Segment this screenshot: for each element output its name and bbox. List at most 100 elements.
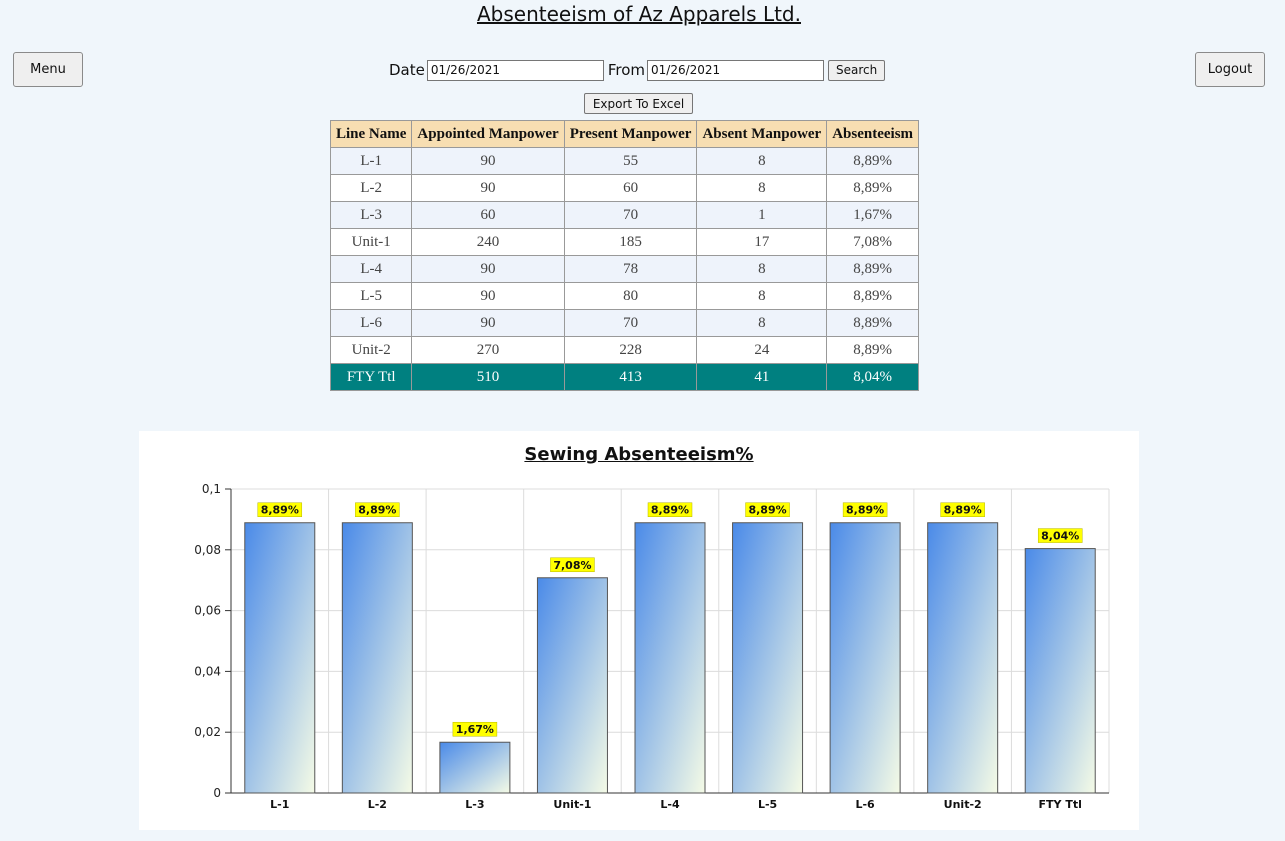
x-tick-label: L-2 <box>368 798 387 811</box>
table-row: L-1 90 55 8 8,89% <box>329 147 920 175</box>
table-cell: 90 <box>411 147 565 175</box>
data-label-bg <box>452 721 498 737</box>
table-row: L-5 90 80 8 8,89% <box>329 282 920 310</box>
data-label-bg <box>842 502 888 517</box>
page-title: Absenteeism of Az Apparels Ltd. <box>476 2 801 26</box>
absenteeism-bar-chart: 0 0,02 0,04 0,06 0,08 0,1 8,89% L-1 8,89% L-2 1,67… <box>194 482 1110 811</box>
x-tick-label: L-6 <box>855 798 875 811</box>
chart-panel: Sewing Absenteeism% 0 0,02 0,04 0,06 0,08 0,1… <box>139 431 1139 830</box>
table-cell: 90 <box>411 309 565 337</box>
data-label: 8,89% <box>846 504 884 517</box>
table-cell: 90 <box>411 255 565 283</box>
logout-button[interactable]: Logout <box>1195 52 1265 87</box>
x-tick-label: L-3 <box>465 798 484 811</box>
column-header: Line Name <box>329 120 413 148</box>
y-tick-label: 0,04 <box>194 664 221 678</box>
table-row: Unit-2 270 228 24 8,89% <box>329 336 920 364</box>
table-cell: 8,89% <box>826 255 920 283</box>
bar-l-5 <box>732 522 804 794</box>
absenteeism-table: Line Name Appointed Manpower Present Man… <box>329 120 920 391</box>
total-cell: 510 <box>411 363 565 391</box>
table-cell: 7,08% <box>826 228 920 256</box>
data-label-bg <box>647 502 693 517</box>
table-cell: Unit-1 <box>329 228 413 256</box>
column-header: Absent Manpower <box>696 120 828 148</box>
column-header: Absenteeism <box>826 120 920 148</box>
data-label-bg <box>550 557 595 573</box>
x-tick-label: L-1 <box>270 798 289 811</box>
menu-button[interactable]: Menu <box>13 52 83 87</box>
table-cell: 17 <box>696 228 828 256</box>
data-label: 7,08% <box>553 559 591 572</box>
table-cell: 8 <box>696 174 828 202</box>
data-label-bg <box>355 502 400 517</box>
x-tick-label: FTY Ttl <box>1039 798 1082 811</box>
total-cell: 8,04% <box>826 363 920 391</box>
date-input[interactable] <box>426 59 604 81</box>
x-tick-label: Unit-2 <box>944 798 982 811</box>
y-tick-label: 0,1 <box>202 482 221 496</box>
x-tick-label: L-5 <box>758 798 777 811</box>
table-cell: 60 <box>411 201 565 229</box>
total-cell: FTY Ttl <box>329 363 413 391</box>
x-tick-label: Unit-1 <box>553 798 591 811</box>
data-label-bg <box>257 502 303 517</box>
date-label: Date <box>389 61 425 79</box>
x-tick-label: L-4 <box>660 798 680 811</box>
table-cell: 8,89% <box>826 336 920 364</box>
data-label: 8,89% <box>358 504 396 517</box>
bar-l-6 <box>829 522 901 794</box>
bar-l-4 <box>634 522 706 794</box>
table-cell: 8 <box>696 282 828 310</box>
total-cell: 41 <box>696 363 828 391</box>
table-cell: L-5 <box>329 282 413 310</box>
data-label-bg <box>1037 528 1083 543</box>
export-to-excel-button[interactable]: Export To Excel <box>584 93 693 114</box>
y-tick-label: 0,08 <box>194 543 221 557</box>
y-tick-label: 0,02 <box>194 725 221 739</box>
table-cell: 270 <box>411 336 565 364</box>
table-cell: 8,89% <box>826 174 920 202</box>
chart-title: Sewing Absenteeism% <box>524 444 754 465</box>
table-cell: L-3 <box>329 201 413 229</box>
from-label: From <box>607 61 646 79</box>
y-tick-label: 0 <box>213 786 221 800</box>
data-label: 8,89% <box>651 504 689 517</box>
table-row: L-2 90 60 8 8,89% <box>329 174 920 202</box>
table-cell: 8,89% <box>826 282 920 310</box>
table-cell: 8,89% <box>826 309 920 337</box>
bar-l-1 <box>244 522 316 794</box>
bar-unit-1 <box>536 577 608 794</box>
table-cell: L-4 <box>329 255 413 283</box>
table-cell: 70 <box>563 309 698 337</box>
table-header-row: Line Name Appointed Manpower Present Man… <box>329 120 920 148</box>
table-cell: 8 <box>696 147 828 175</box>
table-row: L-6 90 70 8 8,89% <box>329 309 920 337</box>
table-cell: L-2 <box>329 174 413 202</box>
table-cell: 90 <box>411 282 565 310</box>
table-cell: 8 <box>696 255 828 283</box>
table-cell: 185 <box>563 228 698 256</box>
table-cell: 8 <box>696 309 828 337</box>
table-cell: 78 <box>563 255 698 283</box>
data-label: 1,67% <box>456 723 494 736</box>
table-cell: 240 <box>411 228 565 256</box>
bar-unit-2 <box>927 522 999 794</box>
table-cell: 90 <box>411 174 565 202</box>
table-cell: 80 <box>563 282 698 310</box>
table-cell: 55 <box>563 147 698 175</box>
table-cell: L-6 <box>329 309 413 337</box>
table-cell: L-1 <box>329 147 413 175</box>
table-cell: 1,67% <box>826 201 920 229</box>
data-label-bg <box>940 502 985 517</box>
column-header: Present Manpower <box>563 120 698 148</box>
search-button[interactable]: Search <box>828 59 886 81</box>
data-label: 8,04% <box>1041 530 1079 543</box>
table-cell: 60 <box>563 174 698 202</box>
table-row: L-3 60 70 1 1,67% <box>329 201 920 229</box>
table-row: Unit-1 240 185 17 7,08% <box>329 228 920 256</box>
bar-l-2 <box>341 522 413 794</box>
from-date-input[interactable] <box>647 59 825 81</box>
data-label: 8,89% <box>944 504 982 517</box>
